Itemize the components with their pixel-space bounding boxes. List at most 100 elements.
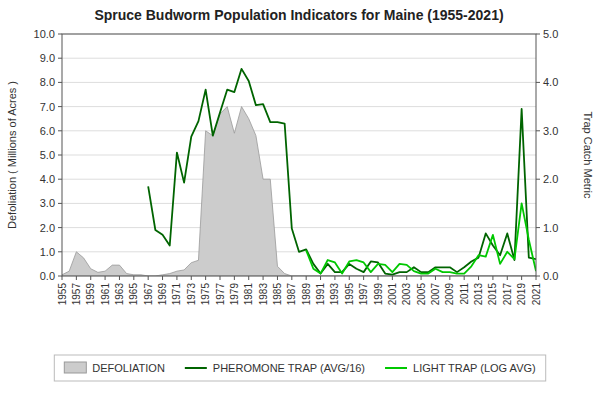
tick [536, 82, 540, 83]
plot-frame [62, 34, 536, 276]
tick-label: 1981 [243, 283, 254, 306]
tick [507, 276, 508, 280]
tick-label: 3.0 [40, 197, 55, 209]
tick-label: 1995 [344, 283, 355, 306]
tick-label: 6.0 [40, 125, 55, 137]
tick-label: 1979 [229, 283, 240, 306]
tick [320, 276, 321, 280]
tick-label: 8.0 [40, 76, 55, 88]
tick-label: 1963 [114, 283, 125, 306]
grid-line [62, 203, 536, 204]
tick [378, 276, 379, 280]
tick [406, 276, 407, 280]
tick [277, 276, 278, 280]
tick-label: 2017 [502, 283, 513, 306]
tick [306, 276, 307, 280]
tick-label: 4.0 [40, 173, 55, 185]
tick [536, 276, 537, 280]
tick [363, 276, 364, 280]
tick-label: 1.0 [543, 222, 558, 234]
tick [248, 276, 249, 280]
axis-label: Defoliation ( Millions of Acres ) [6, 81, 18, 229]
tick [62, 276, 63, 280]
legend-swatch [385, 367, 407, 369]
legend-swatch [185, 367, 207, 369]
tick-label: 2007 [430, 283, 441, 306]
tick [521, 276, 522, 280]
tick-label: 3.0 [543, 125, 558, 137]
tick [349, 276, 350, 280]
tick [58, 82, 62, 83]
legend-label: PHEROMONE TRAP (AVG/16) [213, 362, 365, 374]
tick-label: 2013 [473, 283, 484, 306]
tick [76, 276, 77, 280]
tick-label: 5.0 [40, 149, 55, 161]
grid-line [62, 58, 536, 59]
tick [478, 276, 479, 280]
tick-label: 1983 [258, 283, 269, 306]
tick [148, 276, 149, 280]
legend-label: LIGHT TRAP (LOG AVG) [413, 362, 536, 374]
grid-line [62, 227, 536, 228]
tick-label: 1961 [100, 283, 111, 306]
tick-label: 0.0 [40, 270, 55, 282]
plot-area [62, 69, 536, 276]
tick-label: 2011 [459, 283, 470, 305]
tick [58, 276, 62, 277]
tick [58, 179, 62, 180]
tick [176, 276, 177, 280]
grid-line [62, 155, 536, 156]
tick [492, 276, 493, 280]
tick-label: 1999 [373, 283, 384, 306]
legend-item: PHEROMONE TRAP (AVG/16) [185, 362, 365, 374]
tick [58, 227, 62, 228]
tick-label: 1977 [215, 283, 226, 306]
tick-label: 1997 [358, 283, 369, 306]
tick [119, 276, 120, 280]
tick-label: 1993 [329, 283, 340, 306]
tick-label: 0.0 [543, 270, 558, 282]
tick [536, 276, 540, 277]
tick [58, 251, 62, 252]
tick-label: 2021 [531, 283, 542, 306]
tick-label: 1965 [128, 283, 139, 306]
tick [536, 130, 540, 131]
tick-label: 4.0 [543, 76, 558, 88]
grid-line [62, 106, 536, 107]
tick-label: 1985 [272, 283, 283, 306]
legend-label: DEFOLIATION [92, 362, 165, 374]
tick-label: 1975 [200, 283, 211, 306]
title: Spruce Budworm Population Indicators for… [94, 7, 503, 23]
tick [464, 276, 465, 280]
tick [536, 227, 540, 228]
tick [291, 276, 292, 280]
tick-label: 1987 [286, 283, 297, 306]
chart: Spruce Budworm Population Indicators for… [0, 0, 600, 398]
legend-swatch [64, 362, 86, 373]
tick-label: 2015 [487, 283, 498, 306]
legend: DEFOLIATION PHEROMONE TRAP (AVG/16) LIGHT … [54, 355, 545, 381]
line [306, 203, 536, 273]
tick [105, 276, 106, 280]
tick [263, 276, 264, 280]
tick-label: 1957 [71, 283, 82, 306]
tick [58, 58, 62, 59]
tick [58, 203, 62, 204]
tick [435, 276, 436, 280]
tick [205, 276, 206, 280]
tick [234, 276, 235, 280]
tick [191, 276, 192, 280]
tick-label: 1969 [157, 283, 168, 306]
tick-label: 2003 [401, 283, 412, 306]
tick [58, 130, 62, 131]
tick-label: 2001 [387, 283, 398, 306]
tick [536, 34, 540, 35]
tick [90, 276, 91, 280]
tick-label: 2009 [444, 283, 455, 306]
tick [421, 276, 422, 280]
tick-label: 2.0 [40, 222, 55, 234]
tick-label: 1967 [143, 283, 154, 306]
tick-label: 1955 [57, 283, 68, 306]
tick-label: 1971 [171, 283, 182, 306]
tick [58, 34, 62, 35]
